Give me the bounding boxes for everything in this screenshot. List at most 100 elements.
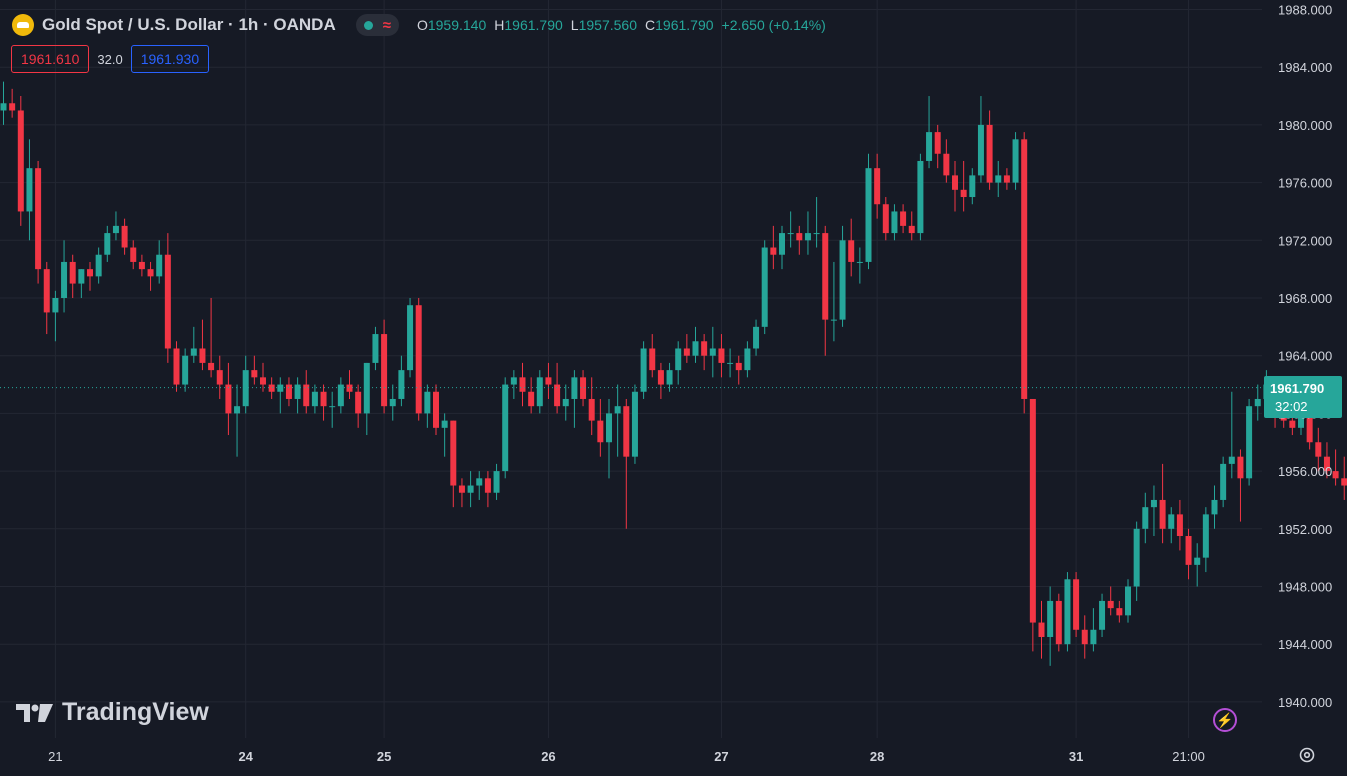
candle bbox=[35, 160, 42, 284]
candle-body bbox=[1125, 586, 1131, 616]
candle-body bbox=[779, 233, 785, 255]
candle-body bbox=[649, 348, 656, 371]
candle-body bbox=[1185, 536, 1192, 565]
candle bbox=[260, 362, 266, 392]
candle bbox=[848, 218, 855, 277]
candle bbox=[891, 204, 898, 241]
candle-body bbox=[1298, 413, 1304, 428]
candle-body bbox=[164, 254, 171, 349]
candle bbox=[882, 197, 889, 241]
candle-body bbox=[692, 341, 699, 356]
candle-body bbox=[856, 261, 863, 263]
time-axis[interactable]: 21 24 25 26 27 28 31 21:00 bbox=[48, 749, 1205, 764]
price-axis[interactable]: 1940.000 1944.000 1948.000 1952.000 1956.000… bbox=[1278, 3, 1332, 710]
spread-value: 32.0 bbox=[97, 51, 123, 67]
candle-body bbox=[467, 485, 474, 493]
price-tick-label: 1964.000 bbox=[1278, 349, 1332, 364]
candle-body bbox=[43, 269, 50, 313]
candle bbox=[839, 225, 846, 327]
status-pill[interactable]: ≈ bbox=[355, 14, 399, 36]
candle bbox=[415, 298, 422, 421]
candle bbox=[631, 384, 638, 464]
candle bbox=[104, 225, 111, 262]
tradingview-watermark[interactable]: TradingView bbox=[16, 698, 209, 727]
candle-body bbox=[952, 175, 958, 190]
candle bbox=[787, 211, 794, 248]
candle-body bbox=[1211, 499, 1218, 515]
price-tick-label: 1948.000 bbox=[1278, 580, 1332, 595]
trade-buttons: 1961.610 32.0 1961.930 bbox=[11, 45, 210, 73]
time-tick-label: 31 bbox=[1069, 749, 1083, 764]
candle-body bbox=[813, 233, 820, 235]
candle bbox=[0, 81, 7, 125]
candle bbox=[9, 88, 16, 118]
candle-body bbox=[277, 384, 284, 392]
candle bbox=[1150, 485, 1157, 537]
candle-body bbox=[268, 384, 275, 392]
candle-body bbox=[61, 261, 68, 298]
candle-body bbox=[199, 348, 206, 363]
candles-layer bbox=[0, 81, 1347, 666]
candle-body bbox=[1194, 557, 1201, 565]
candle-body bbox=[433, 391, 439, 428]
candle bbox=[1246, 398, 1253, 486]
candle-body bbox=[450, 420, 457, 486]
candle bbox=[381, 319, 388, 414]
candle bbox=[112, 211, 119, 241]
candle bbox=[1029, 398, 1036, 652]
symbol-title[interactable]: Gold Spot / U.S. Dollar · 1h · OANDA bbox=[42, 15, 336, 34]
candle bbox=[467, 471, 474, 508]
approx-data-icon: ≈ bbox=[382, 16, 391, 34]
candle-body bbox=[657, 370, 664, 385]
candle bbox=[554, 362, 561, 414]
sell-button[interactable]: 1961.610 bbox=[11, 45, 90, 73]
candle bbox=[1194, 543, 1201, 587]
candle-body bbox=[1081, 629, 1088, 645]
candle-body bbox=[666, 370, 673, 385]
high-value: 1961.790 bbox=[504, 17, 563, 33]
candle bbox=[303, 370, 310, 414]
candle bbox=[874, 153, 881, 219]
candle-body bbox=[1159, 499, 1166, 529]
lightning-icon[interactable]: ⚡ bbox=[1213, 708, 1237, 732]
candle bbox=[649, 334, 656, 378]
candle bbox=[735, 355, 742, 385]
candle-body bbox=[1341, 478, 1347, 486]
candle bbox=[424, 384, 431, 428]
candle-body bbox=[1038, 622, 1045, 637]
candle bbox=[484, 471, 491, 508]
settings-gear-icon[interactable] bbox=[1297, 745, 1317, 765]
candle-body bbox=[631, 391, 638, 457]
buy-button[interactable]: 1961.930 bbox=[130, 45, 210, 73]
time-tick-label: 26 bbox=[541, 749, 555, 764]
candle-body bbox=[147, 269, 154, 277]
candle bbox=[337, 377, 344, 414]
high-key: H bbox=[494, 17, 505, 33]
candle bbox=[1220, 456, 1227, 508]
candle-body bbox=[510, 377, 517, 385]
last-price-marker: 1961.790 32:02 bbox=[1264, 376, 1342, 418]
candle bbox=[1055, 593, 1062, 652]
candle bbox=[1081, 615, 1088, 659]
candle-body bbox=[1003, 175, 1010, 183]
candle-body bbox=[830, 319, 837, 321]
candle bbox=[683, 334, 690, 363]
candle-body bbox=[121, 225, 128, 248]
candle bbox=[147, 261, 154, 291]
candle bbox=[216, 355, 223, 399]
candle-body bbox=[285, 384, 292, 399]
candle bbox=[1099, 593, 1106, 637]
time-tick-label: 27 bbox=[714, 749, 728, 764]
candle bbox=[1254, 384, 1261, 421]
candle-body bbox=[977, 124, 984, 176]
candle bbox=[1021, 132, 1028, 414]
candle bbox=[1211, 485, 1218, 529]
candle bbox=[640, 341, 647, 399]
candle-body bbox=[389, 398, 396, 407]
candle bbox=[1315, 427, 1322, 472]
candle-body bbox=[69, 261, 76, 284]
candle-body bbox=[554, 384, 561, 407]
candle-body bbox=[130, 247, 137, 262]
candle bbox=[1168, 507, 1175, 544]
